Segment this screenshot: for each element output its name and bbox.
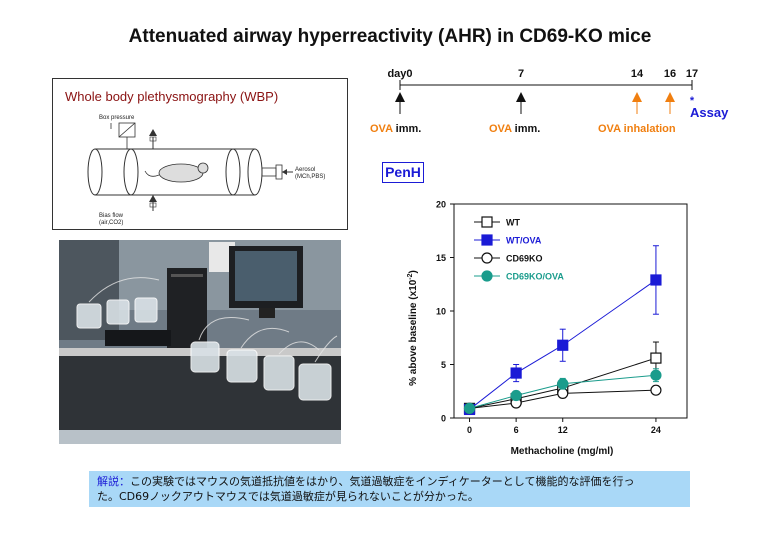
assay-label: Assay [690,105,729,120]
note-line1: この実験ではマウスの気道抵抗値をはかり、気道過敏症をインディケーターとして機能的… [130,475,635,488]
legend-label: WT/OVA [506,236,542,246]
x-tick-label: 12 [558,425,568,435]
series-line [469,279,657,410]
timeline-tick-14: 14 [631,68,644,80]
timeline-tick-7: 7 [518,68,524,80]
data-point [557,339,569,351]
series-cd69ko-ova [463,368,662,414]
note-line2: た。CD69ノックアウトマウスでは気道過敏症が見られないことが分かった。 [97,490,479,503]
legend-label: CD69KO/OVA [506,272,564,282]
legend-marker [481,270,493,282]
event-ova-inhalation: OVA inhalation [598,123,676,135]
y-tick-label: 15 [436,253,446,263]
y-tick-label: 10 [436,307,446,317]
data-point [650,384,662,396]
photo-illustration [59,240,341,444]
aerosol-label: Aerosol [295,167,315,173]
wbp-schematic: Aerosol (MCh,PBS) Box pressure Bias flow… [87,115,325,226]
chart-ylabel: % above baseline (x10-2) [407,270,419,386]
x-tick-label: 24 [651,425,661,435]
slide-title: Attenuated airway hyperreactivity (AHR) … [128,26,652,47]
chart-xlabel: Methacholine (mg/ml) [511,446,614,457]
explanation-note: 解説：この実験ではマウスの気道抵抗値をはかり、気道過敏症をインディケーターとして… [89,471,690,507]
experiment-timeline: day0 7 14 16 17 OVA imm. OVA imm. OVA in… [370,68,729,135]
data-point [557,378,569,390]
series-line [469,374,656,409]
y-tick-label: 5 [441,360,446,370]
bias-flow-label: Bias flow [99,213,124,219]
aerosol-substances: (MCh,PBS) [295,174,325,180]
y-tick-label: 0 [441,414,446,424]
wbp-title: Whole body plethysmography (WBP) [65,89,279,104]
penh-label: PenH [382,162,424,183]
series-line [469,357,657,409]
event-ova-imm-day0: OVA imm. [370,123,421,135]
legend-label: WT [506,218,520,228]
wbp-apparatus-photo [59,240,341,444]
data-point [463,402,476,414]
assay-star-icon: * [690,95,695,107]
mouse-shape [158,163,204,183]
x-tick-label: 6 [514,425,519,435]
series-line [469,389,656,409]
legend-marker [481,234,493,246]
wbp-diagram-panel: Whole body plethysmography (WBP) Aerosol… [52,78,348,230]
event-ova-imm-day7: OVA imm. [489,123,540,135]
legend-label: CD69KO [506,254,543,264]
bias-flow-gases: (air,CO2) [99,220,123,226]
data-point [650,352,662,364]
box-pressure-label: Box pressure [99,115,135,121]
legend-marker [481,252,493,264]
data-point [557,387,569,399]
legend-marker [481,216,493,228]
timeline-tick-16: 16 [664,68,676,80]
timeline-tick-day0: day0 [387,68,412,80]
data-point [650,369,662,381]
y-tick-label: 20 [436,200,446,210]
note-label: 解説： [97,475,130,488]
data-point [510,389,522,402]
data-point [510,367,522,379]
timeline-tick-17: 17 [686,68,698,80]
data-point [650,274,662,286]
x-tick-label: 0 [467,425,472,435]
